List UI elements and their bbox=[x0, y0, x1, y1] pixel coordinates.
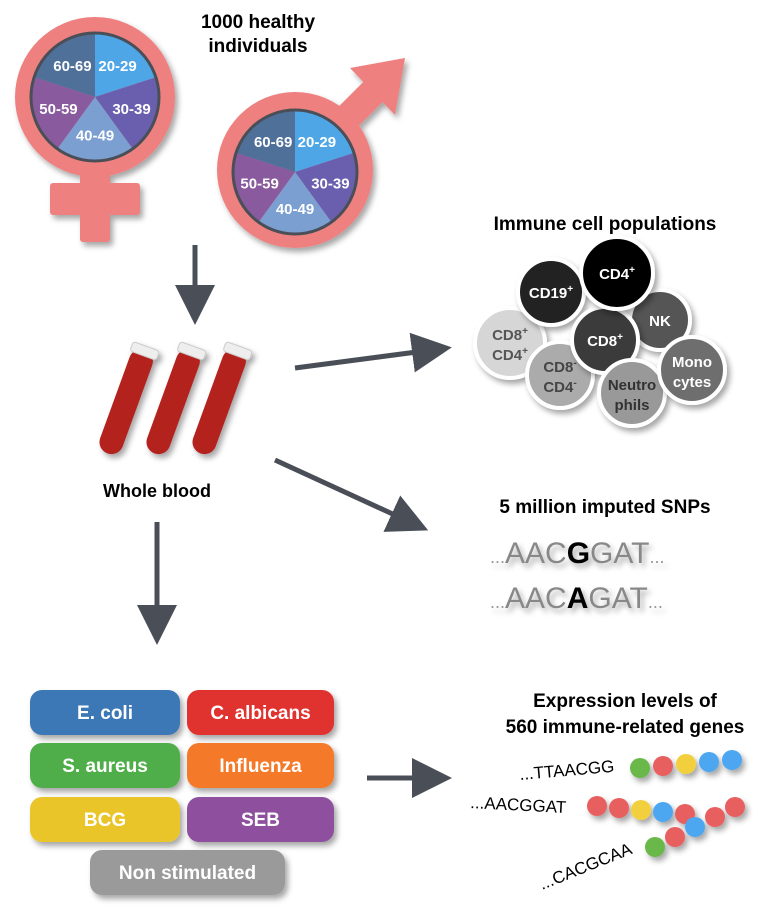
gene-seq-1: ...TTAACGG bbox=[519, 757, 615, 784]
bead-red bbox=[653, 756, 673, 776]
svg-text:cytes: cytes bbox=[673, 374, 711, 391]
expression-title-1: Expression levels of bbox=[533, 691, 717, 712]
pie-slice-20-29 bbox=[95, 33, 156, 97]
pie-slice-50-59 bbox=[233, 152, 295, 223]
male-age-pie: 20-29 30-39 40-49 50-59 60-69 bbox=[231, 108, 359, 236]
stimulus-s-aureus: S. aureus bbox=[30, 743, 180, 788]
bead-blue bbox=[685, 817, 705, 837]
svg-text:SEB: SEB bbox=[241, 810, 280, 831]
svg-text:phils: phils bbox=[614, 397, 649, 414]
bead-red bbox=[587, 796, 607, 816]
cell-cd4: CD4+ bbox=[579, 235, 655, 311]
bead-red bbox=[725, 797, 745, 817]
pie-label: 60-69 bbox=[53, 58, 91, 75]
stimulus-bcg: BCG bbox=[30, 797, 180, 842]
bead-green bbox=[630, 758, 650, 778]
pie-label: 50-59 bbox=[240, 175, 278, 192]
svg-text:CD8-: CD8- bbox=[543, 358, 576, 376]
pie-label: 40-49 bbox=[76, 127, 114, 144]
cell-cd19: CD19+ bbox=[516, 257, 586, 327]
stimulus-non-stimulated: Non stimulated bbox=[90, 850, 285, 895]
stimulus-e-coli: E. coli bbox=[30, 690, 180, 735]
bead-yellow bbox=[631, 800, 651, 820]
arrow-to-snps bbox=[273, 457, 429, 532]
pie-slice-20-29 bbox=[295, 110, 354, 172]
svg-text:CD4-: CD4- bbox=[543, 378, 576, 396]
svg-text:Mono: Mono bbox=[672, 354, 712, 371]
snp-seq-2: ...AACAGAT... bbox=[490, 582, 663, 615]
svg-text:CD19+: CD19+ bbox=[529, 284, 573, 302]
pie-slice-40-49 bbox=[258, 172, 332, 235]
pie-slice-30-39 bbox=[95, 77, 159, 149]
title-line2: individuals bbox=[208, 36, 307, 57]
pie-slice-60-69 bbox=[34, 33, 95, 97]
cell-monocytes: Mono cytes bbox=[657, 335, 727, 405]
svg-text:Influenza: Influenza bbox=[219, 756, 302, 777]
whole-blood-label: Whole blood bbox=[103, 481, 211, 501]
pie-slice-60-69 bbox=[236, 110, 295, 172]
bead-red bbox=[609, 798, 629, 818]
arrow-to-cells bbox=[294, 332, 452, 373]
bead-blue bbox=[653, 802, 673, 822]
svg-text:NK: NK bbox=[649, 313, 671, 330]
svg-text:CD8+: CD8+ bbox=[492, 326, 528, 344]
expression-beads bbox=[587, 750, 745, 857]
cell-neutrophils: Neutro phils bbox=[597, 358, 667, 428]
bead-blue bbox=[699, 752, 719, 772]
bead-red bbox=[665, 827, 685, 847]
pie-border bbox=[29, 31, 161, 163]
pie-border bbox=[231, 108, 359, 236]
pie-label: 60-69 bbox=[254, 134, 292, 151]
blood-tubes-icon bbox=[99, 341, 253, 455]
stimuli-grid: E. coli C. albicans S. aureus Influenza BCG S… bbox=[30, 690, 334, 895]
title-line1: 1000 healthy bbox=[201, 12, 315, 33]
expression-strands: ...TTAACGG ...AACGGAT ...CACGCAA bbox=[470, 757, 635, 894]
flow-arrows bbox=[137, 245, 452, 798]
svg-text:CD4+: CD4+ bbox=[599, 265, 635, 283]
pie-label: 30-39 bbox=[311, 175, 349, 192]
svg-text:C. albicans: C. albicans bbox=[210, 703, 310, 724]
snp-sequences: ...AACGGAT... ...AACAGAT... bbox=[490, 537, 665, 615]
svg-text:CD4+: CD4+ bbox=[492, 346, 528, 364]
stimulus-c-albicans: C. albicans bbox=[187, 690, 334, 735]
svg-text:S. aureus: S. aureus bbox=[62, 756, 148, 777]
pie-label: 30-39 bbox=[112, 101, 150, 118]
gene-seq-2: ...AACGGAT bbox=[470, 793, 567, 817]
bead-yellow bbox=[676, 754, 696, 774]
svg-text:CD8+: CD8+ bbox=[587, 332, 623, 350]
gene-seq-3: ...CACGCAA bbox=[536, 839, 635, 894]
pie-slice-50-59 bbox=[30, 77, 95, 149]
stimulus-seb: SEB bbox=[187, 797, 334, 842]
snp-seq-1: ...AACGGAT... bbox=[490, 537, 665, 570]
bead-blue bbox=[722, 750, 742, 770]
immune-cells: CD8+ CD4+ CD19+ CD8- CD4- NK CD8+ CD4+ Neutro phi… bbox=[473, 235, 727, 428]
svg-text:Non stimulated: Non stimulated bbox=[119, 863, 256, 884]
pie-slice-30-39 bbox=[295, 152, 357, 223]
svg-text:E. coli: E. coli bbox=[77, 703, 133, 724]
pie-label: 40-49 bbox=[276, 201, 314, 218]
bead-red bbox=[705, 807, 725, 827]
female-age-pie: 20-29 30-39 40-49 50-59 60-69 bbox=[29, 31, 161, 163]
cell-cd8cd4: CD8+ CD4+ bbox=[473, 306, 547, 380]
expression-title-2: 560 immune-related genes bbox=[506, 717, 745, 738]
pie-label: 20-29 bbox=[98, 58, 136, 75]
bead-green bbox=[645, 837, 665, 857]
immune-title: Immune cell populations bbox=[494, 214, 717, 235]
svg-text:BCG: BCG bbox=[84, 810, 126, 831]
pie-label: 50-59 bbox=[39, 101, 77, 118]
stimulus-influenza: Influenza bbox=[187, 743, 334, 788]
svg-text:Neutro: Neutro bbox=[608, 377, 656, 394]
pie-slice-40-49 bbox=[57, 97, 133, 161]
snps-title: 5 million imputed SNPs bbox=[499, 497, 710, 518]
pie-label: 20-29 bbox=[298, 134, 336, 151]
